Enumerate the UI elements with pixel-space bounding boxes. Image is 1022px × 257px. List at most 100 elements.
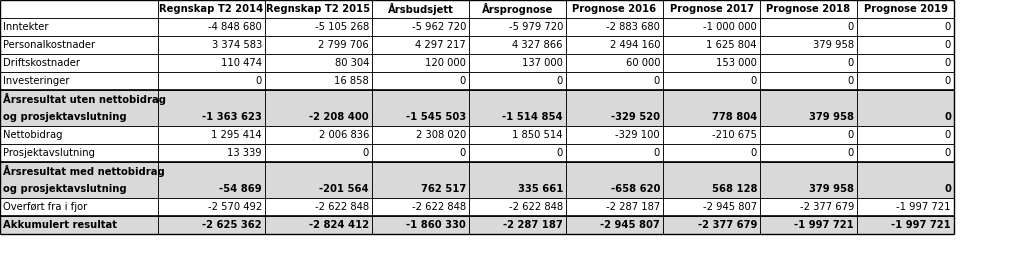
- Bar: [469, 162, 566, 198]
- Bar: [158, 54, 265, 72]
- Text: -658 620: -658 620: [610, 184, 660, 194]
- Bar: [265, 162, 372, 198]
- Text: 379 958: 379 958: [809, 184, 854, 194]
- Text: -2 570 492: -2 570 492: [207, 202, 262, 212]
- Text: Årsprognose: Årsprognose: [481, 3, 553, 15]
- Bar: [857, 216, 954, 234]
- Text: Overført fra i fjor: Overført fra i fjor: [3, 202, 87, 212]
- Bar: [566, 90, 663, 126]
- Text: 0: 0: [557, 76, 563, 86]
- Bar: [265, 72, 372, 90]
- Bar: [372, 216, 469, 234]
- Bar: [469, 198, 566, 216]
- Bar: [566, 198, 663, 216]
- Bar: [158, 144, 265, 162]
- Text: 120 000: 120 000: [425, 58, 466, 68]
- Text: Regnskap T2 2014: Regnskap T2 2014: [159, 4, 264, 14]
- Bar: [663, 72, 760, 90]
- Bar: [857, 36, 954, 54]
- Bar: [469, 126, 566, 144]
- Text: -1 363 623: -1 363 623: [202, 112, 262, 122]
- Text: -1 514 854: -1 514 854: [503, 112, 563, 122]
- Bar: [158, 72, 265, 90]
- Text: 0: 0: [944, 112, 951, 122]
- Text: -329 100: -329 100: [615, 130, 660, 140]
- Text: 0: 0: [848, 130, 854, 140]
- Text: -2 883 680: -2 883 680: [606, 22, 660, 32]
- Text: og prosjektavslutning: og prosjektavslutning: [3, 112, 127, 122]
- Text: Investeringer: Investeringer: [3, 76, 69, 86]
- Bar: [158, 126, 265, 144]
- Bar: [566, 18, 663, 36]
- Bar: [857, 54, 954, 72]
- Text: 0: 0: [848, 22, 854, 32]
- Text: 4 297 217: 4 297 217: [415, 40, 466, 50]
- Bar: [158, 162, 265, 198]
- Bar: [663, 162, 760, 198]
- Text: 0: 0: [944, 184, 951, 194]
- Text: 0: 0: [751, 148, 757, 158]
- Text: -2 208 400: -2 208 400: [310, 112, 369, 122]
- Bar: [372, 0, 469, 18]
- Bar: [760, 18, 857, 36]
- Text: 0: 0: [460, 76, 466, 86]
- Bar: [372, 198, 469, 216]
- Text: -2 287 187: -2 287 187: [606, 202, 660, 212]
- Bar: [0, 90, 158, 126]
- Bar: [760, 216, 857, 234]
- Bar: [857, 144, 954, 162]
- Text: -2 824 412: -2 824 412: [309, 220, 369, 230]
- Text: -1 997 721: -1 997 721: [891, 220, 951, 230]
- Bar: [0, 54, 158, 72]
- Bar: [372, 144, 469, 162]
- Bar: [158, 90, 265, 126]
- Text: Årsresultat uten nettobidrag: Årsresultat uten nettobidrag: [3, 93, 166, 105]
- Text: 2 494 160: 2 494 160: [609, 40, 660, 50]
- Bar: [760, 144, 857, 162]
- Text: 0: 0: [460, 148, 466, 158]
- Bar: [0, 144, 158, 162]
- Bar: [760, 54, 857, 72]
- Text: 0: 0: [363, 148, 369, 158]
- Bar: [857, 198, 954, 216]
- Text: Årsresultat med nettobidrag: Årsresultat med nettobidrag: [3, 165, 165, 177]
- Bar: [760, 198, 857, 216]
- Bar: [857, 90, 954, 126]
- Bar: [372, 90, 469, 126]
- Text: 568 128: 568 128: [711, 184, 757, 194]
- Bar: [0, 72, 158, 90]
- Text: Prosjektavslutning: Prosjektavslutning: [3, 148, 95, 158]
- Text: 0: 0: [751, 76, 757, 86]
- Bar: [663, 18, 760, 36]
- Text: 2 006 836: 2 006 836: [319, 130, 369, 140]
- Bar: [469, 36, 566, 54]
- Text: Prognose 2018: Prognose 2018: [766, 4, 850, 14]
- Bar: [265, 126, 372, 144]
- Bar: [857, 72, 954, 90]
- Bar: [663, 216, 760, 234]
- Text: 0: 0: [848, 58, 854, 68]
- Bar: [372, 126, 469, 144]
- Text: 0: 0: [654, 76, 660, 86]
- Bar: [663, 36, 760, 54]
- Text: -1 997 721: -1 997 721: [794, 220, 854, 230]
- Text: Nettobidrag: Nettobidrag: [3, 130, 62, 140]
- Text: 0: 0: [848, 148, 854, 158]
- Bar: [760, 162, 857, 198]
- Text: -1 545 503: -1 545 503: [406, 112, 466, 122]
- Bar: [566, 144, 663, 162]
- Bar: [663, 144, 760, 162]
- Text: 0: 0: [944, 130, 951, 140]
- Text: 0: 0: [557, 148, 563, 158]
- Bar: [0, 36, 158, 54]
- Bar: [566, 126, 663, 144]
- Text: 335 661: 335 661: [517, 184, 563, 194]
- Text: Prognose 2016: Prognose 2016: [572, 4, 656, 14]
- Bar: [760, 90, 857, 126]
- Bar: [566, 216, 663, 234]
- Text: -2 287 187: -2 287 187: [503, 220, 563, 230]
- Text: Regnskap T2 2015: Regnskap T2 2015: [267, 4, 371, 14]
- Text: -54 869: -54 869: [220, 184, 262, 194]
- Bar: [760, 36, 857, 54]
- Bar: [469, 18, 566, 36]
